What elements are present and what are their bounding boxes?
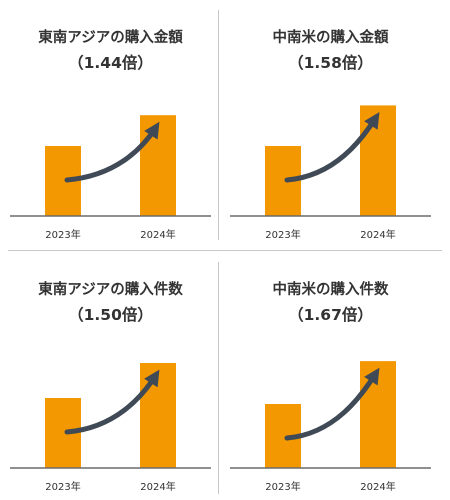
chart-svg: 中南米の購入金額 （1.58倍） 2023年 2024年 — [230, 28, 431, 241]
growth-arrow-icon — [284, 112, 380, 183]
chart-panel-latam-amount: 中南米の購入金額 （1.58倍） 2023年 2024年 — [228, 4, 433, 244]
vertical-divider-bottom — [218, 262, 219, 494]
chart-svg: 東南アジアの購入件数 （1.50倍） 2023年 2024年 — [10, 280, 211, 493]
horizontal-divider — [8, 250, 442, 251]
x-tick-label: 2023年 — [265, 480, 300, 493]
growth-arrow-icon — [64, 369, 160, 435]
chart-title: 中南米の購入件数 — [273, 280, 389, 298]
chart-svg: 中南米の購入件数 （1.67倍） 2023年 2024年 — [230, 280, 431, 493]
bar-1 — [360, 105, 396, 216]
growth-arrow-icon — [284, 367, 380, 441]
chart-subtitle-ratio: （1.67倍） — [288, 305, 373, 324]
x-tick-label: 2024年 — [360, 480, 395, 493]
chart-panel-sea-amount: 東南アジアの購入金額 （1.44倍） 2023年 2024年 — [8, 4, 213, 244]
bar-1 — [360, 361, 396, 468]
x-tick-label: 2024年 — [360, 228, 395, 241]
chart-subtitle-ratio: （1.44倍） — [68, 53, 153, 72]
x-tick-label: 2024年 — [140, 228, 175, 241]
x-tick-label: 2023年 — [45, 228, 80, 241]
chart-panel-latam-count: 中南米の購入件数 （1.67倍） 2023年 2024年 — [228, 256, 433, 496]
vertical-divider-top — [218, 10, 219, 240]
chart-svg: 東南アジアの購入金額 （1.44倍） 2023年 2024年 — [10, 28, 211, 241]
bar-1 — [140, 363, 176, 468]
chart-title: 中南米の購入金額 — [273, 28, 389, 46]
x-tick-label: 2024年 — [140, 480, 175, 493]
chart-title: 東南アジアの購入件数 — [38, 280, 183, 298]
chart-subtitle-ratio: （1.58倍） — [288, 53, 373, 72]
chart-subtitle-ratio: （1.50倍） — [68, 305, 153, 324]
x-tick-label: 2023年 — [265, 228, 300, 241]
bar-1 — [140, 115, 176, 216]
x-tick-label: 2023年 — [45, 480, 80, 493]
chart-panel-sea-count: 東南アジアの購入件数 （1.50倍） 2023年 2024年 — [8, 256, 213, 496]
growth-arrow-icon — [64, 121, 160, 183]
chart-title: 東南アジアの購入金額 — [38, 28, 183, 46]
